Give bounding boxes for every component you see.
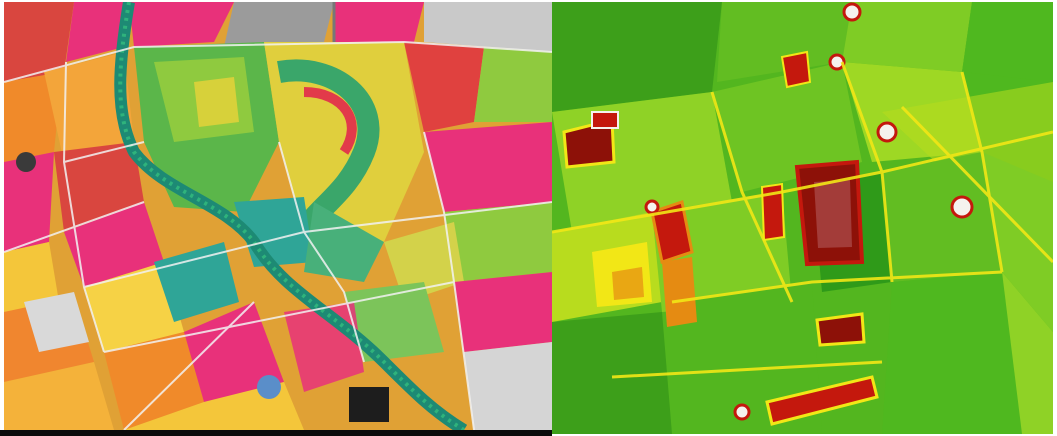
field-parcel (4, 362, 114, 430)
field-parcel (882, 272, 1022, 434)
field-parcel (1002, 272, 1053, 434)
field-parcel (712, 62, 862, 192)
field-parcel (474, 47, 552, 122)
vegetation-index-image (552, 2, 1053, 434)
farm-buildings (24, 292, 89, 352)
field-parcel (4, 2, 74, 82)
field-parcel (124, 382, 304, 430)
field-parcel (4, 72, 62, 162)
vegetation-index-panel (552, 2, 1053, 434)
field-parcel (64, 202, 164, 287)
water-tank (257, 375, 281, 399)
field-parcel (129, 2, 234, 47)
field-parcel (464, 342, 552, 430)
field-parcel (404, 42, 484, 132)
field-parcel (424, 2, 552, 52)
field-parcel (444, 202, 552, 282)
stressed-field (662, 257, 697, 327)
false-color-aerial-panel (4, 2, 552, 430)
field-parcel (224, 2, 334, 47)
field-parcel (424, 122, 552, 212)
field-parcel (104, 332, 204, 430)
field-parcel (4, 242, 59, 312)
field-boundaries (4, 40, 552, 430)
field-parcel (982, 152, 1053, 332)
field-parcel (4, 152, 54, 252)
field-edges (552, 61, 1053, 379)
field-parcel (717, 2, 852, 82)
field-parcel (672, 282, 822, 434)
field-parcel (454, 272, 552, 352)
field-parcel (84, 262, 184, 352)
field-parcel (882, 152, 1002, 282)
field-parcel (184, 302, 284, 402)
field-parcel (552, 2, 722, 112)
field-parcel (334, 2, 424, 44)
field-parcel (66, 2, 129, 62)
false-color-aerial-image (4, 2, 552, 430)
bottom-edge-band (0, 430, 552, 436)
dark-pond (349, 387, 389, 422)
low-vegetation-field (650, 200, 694, 264)
field-parcel (552, 312, 672, 434)
field-parcel (842, 2, 972, 72)
field-parcel (962, 2, 1053, 82)
stressed-strip (765, 375, 879, 426)
field-parcel (154, 242, 239, 322)
circular-tank (16, 152, 36, 172)
field-parcel (384, 222, 464, 302)
